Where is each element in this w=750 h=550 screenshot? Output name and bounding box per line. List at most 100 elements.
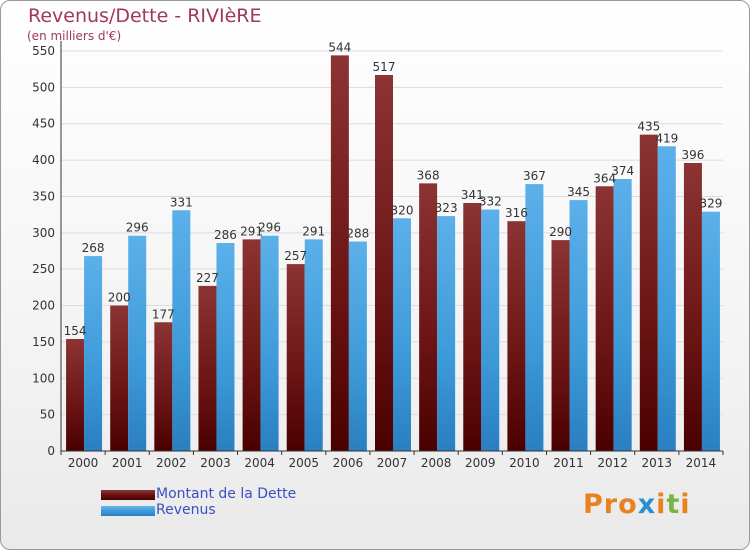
y-tick-label: 550 <box>32 44 55 58</box>
y-tick-label: 400 <box>32 153 55 167</box>
bar-dette-2003 <box>198 285 217 451</box>
y-tick-label: 450 <box>32 117 55 131</box>
bar-dette-2000 <box>66 339 85 451</box>
data-label-dette-2011: 290 <box>549 225 572 239</box>
x-tick-label: 2012 <box>597 456 628 470</box>
legend-label-dette: Montant de la Dette <box>156 486 297 502</box>
x-tick-label: 2011 <box>553 456 584 470</box>
data-label-dette-2010: 316 <box>505 206 528 220</box>
logo-letter: o <box>618 489 638 520</box>
bar-dette-2006 <box>330 55 349 451</box>
bar-revenus-2006 <box>348 241 367 451</box>
x-tick-label: 2004 <box>244 456 275 470</box>
data-label-dette-2004: 291 <box>240 224 263 238</box>
data-label-revenus-2009: 332 <box>479 195 502 209</box>
bar-dette-2007 <box>375 75 393 451</box>
x-tick-label: 2009 <box>465 456 496 470</box>
data-label-dette-2005: 257 <box>284 249 307 263</box>
chart-title: Revenus/Dette - RIVIèRE <box>28 5 262 27</box>
bar-revenus-2010 <box>525 184 544 451</box>
x-tick-label: 2008 <box>421 456 452 470</box>
bar-dette-2009 <box>463 203 482 451</box>
x-tick-label: 2002 <box>156 456 187 470</box>
data-label-revenus-2007: 320 <box>391 203 414 217</box>
bar-dette-2012 <box>595 186 614 452</box>
data-label-revenus-2003: 286 <box>214 228 237 242</box>
logo-letter: t <box>666 489 681 520</box>
x-tick-label: 2014 <box>686 456 717 470</box>
bar-dette-2005 <box>286 264 305 451</box>
legend-label-revenus: Revenus <box>156 502 216 518</box>
bar-revenus-2004 <box>260 235 279 451</box>
data-label-dette-2012: 364 <box>593 171 616 185</box>
y-tick-label: 100 <box>32 371 55 385</box>
bar-revenus-2003 <box>216 243 235 451</box>
bar-revenus-2009 <box>481 209 500 451</box>
bar-dette-2014 <box>683 163 702 451</box>
data-label-dette-2000: 154 <box>64 324 87 338</box>
data-label-dette-2008: 368 <box>417 168 440 182</box>
bar-revenus-2012 <box>613 179 632 451</box>
data-label-dette-2013: 435 <box>637 120 660 134</box>
bar-revenus-2001 <box>128 235 147 451</box>
data-label-revenus-2006: 288 <box>346 227 369 241</box>
data-label-revenus-2001: 296 <box>126 221 149 235</box>
bar-dette-2001 <box>110 305 129 451</box>
data-label-revenus-2011: 345 <box>567 185 590 199</box>
logo-letter: x <box>637 489 657 520</box>
data-label-dette-2002: 177 <box>152 307 175 321</box>
data-label-revenus-2000: 268 <box>82 241 105 255</box>
data-label-dette-2014: 396 <box>681 148 704 162</box>
data-label-revenus-2004: 296 <box>258 221 281 235</box>
bar-dette-2010 <box>507 221 526 451</box>
bar-revenus-2005 <box>304 239 323 451</box>
bar-revenus-2007 <box>393 218 411 451</box>
bar-revenus-2013 <box>657 146 676 452</box>
x-tick-label: 2010 <box>509 456 540 470</box>
x-tick-label: 2001 <box>112 456 143 470</box>
bar-dette-2008 <box>419 183 438 451</box>
y-tick-label: 500 <box>32 80 55 94</box>
bar-revenus-2011 <box>569 200 588 451</box>
legend-swatch-dette <box>101 490 155 500</box>
bar-revenus-2000 <box>84 256 103 451</box>
logo-letter: i <box>680 489 691 520</box>
x-tick-label: 2007 <box>377 456 408 470</box>
x-tick-label: 2013 <box>642 456 673 470</box>
data-label-revenus-2013: 419 <box>655 131 678 145</box>
chart-subtitle: (en milliers d'€) <box>27 29 122 43</box>
data-label-dette-2009: 341 <box>461 188 484 202</box>
logo-letter: i <box>656 489 667 520</box>
data-label-revenus-2014: 329 <box>699 197 722 211</box>
logo-letter: P <box>583 489 604 520</box>
bar-dette-2004 <box>242 239 261 451</box>
data-label-dette-2001: 200 <box>108 291 131 305</box>
x-tick-label: 2006 <box>333 456 364 470</box>
logo-letter: r <box>603 489 619 520</box>
data-label-revenus-2008: 323 <box>435 201 458 215</box>
y-tick-label: 50 <box>40 408 55 422</box>
bar-dette-2013 <box>639 134 658 452</box>
y-tick-label: 300 <box>32 226 55 240</box>
data-label-dette-2003: 227 <box>196 271 219 285</box>
bar-dette-2002 <box>154 322 173 451</box>
bar-revenus-2002 <box>172 210 191 451</box>
data-label-dette-2006: 544 <box>328 40 351 54</box>
x-tick-label: 2000 <box>68 456 99 470</box>
bar-revenus-2014 <box>701 211 720 451</box>
legend-swatch-revenus <box>101 506 155 516</box>
data-label-revenus-2005: 291 <box>302 224 325 238</box>
data-label-revenus-2012: 374 <box>611 164 634 178</box>
y-tick-label: 250 <box>32 262 55 276</box>
y-tick-label: 200 <box>32 299 55 313</box>
x-tick-label: 2003 <box>200 456 231 470</box>
bar-revenus-2008 <box>437 216 456 451</box>
y-tick-label: 350 <box>32 189 55 203</box>
proxiti-logo: Proxiti <box>583 489 691 520</box>
x-tick-label: 2005 <box>288 456 319 470</box>
y-tick-label: 150 <box>32 335 55 349</box>
data-label-dette-2007: 517 <box>373 60 396 74</box>
data-label-revenus-2002: 331 <box>170 195 193 209</box>
